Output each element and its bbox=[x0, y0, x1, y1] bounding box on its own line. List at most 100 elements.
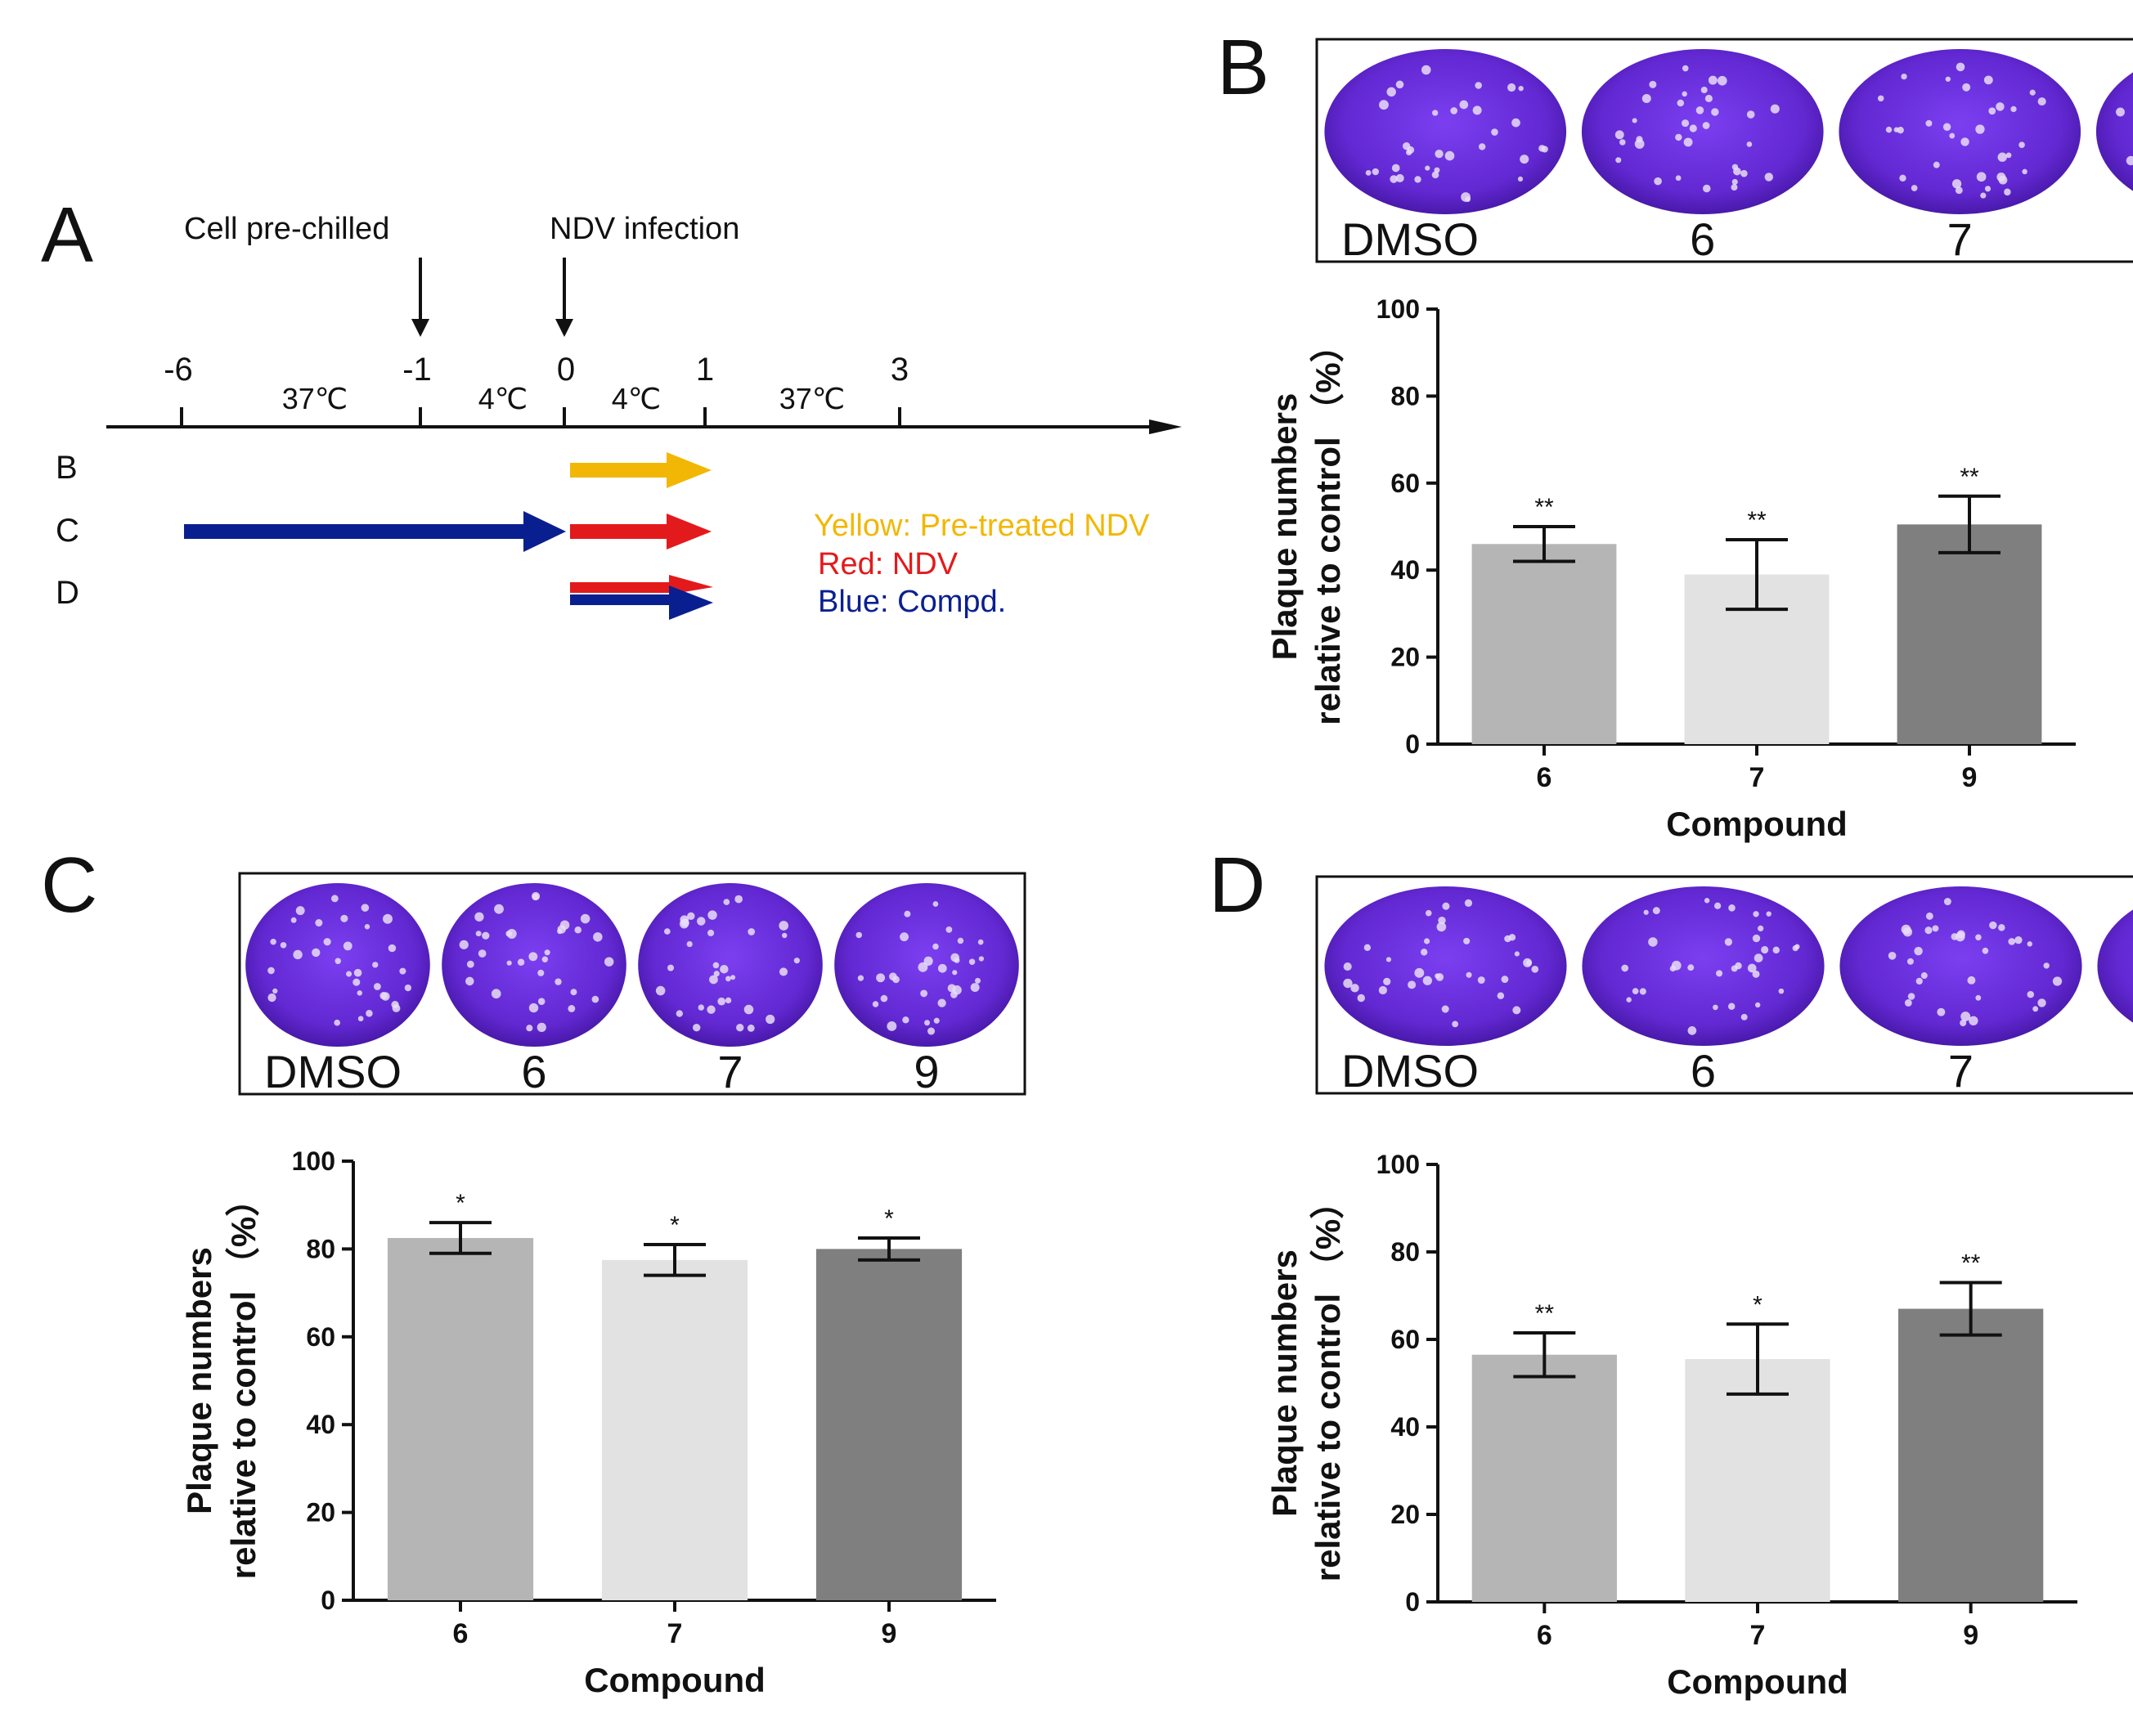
plaque-spot bbox=[293, 949, 303, 960]
plaque-spot bbox=[1383, 977, 1391, 985]
plaque-spot bbox=[1402, 142, 1411, 150]
plaque-spot bbox=[725, 997, 732, 1004]
y-axis-label: relative to control （%） bbox=[1309, 328, 1347, 724]
plaque-spot bbox=[2037, 998, 2046, 1007]
plaque-spot bbox=[730, 975, 736, 980]
plaque-spot bbox=[1689, 124, 1697, 132]
plaque-spot bbox=[978, 956, 985, 962]
plaque-spot bbox=[1379, 100, 1389, 110]
plaque-plate bbox=[245, 883, 430, 1047]
y-tick-label: 0 bbox=[321, 1586, 335, 1615]
plaque-spot bbox=[974, 977, 981, 984]
plaque-spot bbox=[698, 1004, 704, 1011]
bar bbox=[1471, 544, 1617, 744]
plaque-spot bbox=[1459, 100, 1469, 110]
plaque-spot bbox=[1675, 175, 1682, 182]
plaque-spot bbox=[1766, 911, 1772, 917]
plaque-spot bbox=[593, 932, 603, 942]
plaque-plate bbox=[2097, 909, 2133, 1023]
plaque-spot bbox=[381, 992, 390, 1001]
plaque-spot bbox=[544, 949, 550, 956]
plate-label: DMSO bbox=[1341, 1045, 1479, 1097]
plaque-spot bbox=[494, 904, 504, 914]
plaque-spot bbox=[1435, 973, 1440, 979]
plaque-spot bbox=[663, 928, 671, 935]
plaque-spot bbox=[2010, 105, 2017, 113]
plaque-spot bbox=[937, 998, 946, 1007]
plaque-spot bbox=[1614, 130, 1624, 140]
plaque-spot bbox=[1452, 1021, 1459, 1028]
x-axis-label: Compound bbox=[1667, 1662, 1848, 1701]
plaque-spot bbox=[857, 975, 864, 981]
plaque-spot bbox=[676, 1010, 683, 1017]
plaque-plate bbox=[1839, 49, 2081, 214]
plaque-spot bbox=[1385, 957, 1392, 962]
plate-label: 7 bbox=[1948, 1045, 1974, 1097]
bar bbox=[1471, 1354, 1617, 1602]
plate-label: DMSO bbox=[1341, 213, 1479, 265]
y-tick-label: 80 bbox=[1390, 1237, 1420, 1267]
temp-label: 37℃ bbox=[779, 382, 845, 415]
plaque-spot bbox=[267, 993, 276, 1003]
plaque-spot bbox=[1792, 944, 1798, 952]
blue-arrow-head bbox=[523, 511, 566, 552]
plaque-spot bbox=[1435, 149, 1444, 159]
y-axis-label: Plaque numbers bbox=[1265, 1249, 1304, 1517]
temp-label: 4℃ bbox=[478, 382, 528, 415]
time-axis-arrowhead bbox=[1149, 419, 1182, 434]
temp-label: 37℃ bbox=[282, 382, 348, 415]
plaque-spot bbox=[1406, 149, 1412, 156]
plaque-spot bbox=[1652, 907, 1660, 915]
plaque-spot bbox=[267, 967, 275, 975]
plaque-spot bbox=[1675, 133, 1682, 141]
plaque-spot bbox=[1893, 127, 1899, 132]
plaque-spot bbox=[1434, 167, 1440, 173]
plaque-spot bbox=[531, 891, 541, 901]
plaque-spot bbox=[1997, 152, 2007, 162]
plaque-spot bbox=[2032, 1006, 2039, 1012]
significance-label: ** bbox=[1747, 507, 1767, 534]
plaque-spot bbox=[968, 958, 976, 965]
plaque-spot bbox=[1924, 926, 1933, 935]
plaque-spot bbox=[977, 939, 984, 945]
plaque-spot bbox=[1901, 73, 1907, 80]
plaque-spot bbox=[655, 985, 666, 996]
plaque-spot bbox=[1682, 91, 1687, 97]
plate-label: 6 bbox=[1690, 213, 1715, 265]
plaque-spot bbox=[1619, 139, 1626, 146]
plaque-spot bbox=[1475, 82, 1482, 89]
plaque-spot bbox=[1877, 95, 1884, 102]
plaque-spot bbox=[1511, 118, 1520, 128]
plaque-spot bbox=[904, 910, 911, 917]
plaque-spot bbox=[957, 937, 964, 944]
plaque-spot bbox=[1477, 976, 1485, 985]
plaque-spot bbox=[1945, 76, 1951, 82]
plaque-plate bbox=[442, 883, 626, 1047]
significance-label: * bbox=[670, 1212, 680, 1239]
plaque-spot bbox=[1969, 1016, 1978, 1025]
plaque-spot bbox=[709, 975, 718, 985]
x-tick-label: 6 bbox=[1537, 762, 1552, 793]
bar-chart-c: 0 20 40 60 80 100 * 6 * 7 * 9 Compound Plaque numbers… bbox=[180, 1146, 996, 1699]
plaque-spot bbox=[1683, 137, 1693, 147]
plaque-spot bbox=[937, 963, 947, 973]
y-tick-label: 20 bbox=[306, 1498, 335, 1527]
plaque-spot bbox=[945, 926, 953, 933]
plaque-spot bbox=[1420, 949, 1428, 956]
plaque-spot bbox=[1438, 916, 1446, 925]
plaque-spot bbox=[2014, 936, 2023, 944]
time-tick-label: 3 bbox=[891, 352, 909, 388]
legend-red: Red: NDV bbox=[818, 547, 959, 581]
red-arrow-shaft-d bbox=[570, 582, 672, 593]
plaque-spot bbox=[748, 928, 756, 935]
plaque-spot bbox=[1943, 898, 1951, 906]
plaque-spot bbox=[335, 958, 341, 964]
plaque-spot bbox=[1731, 178, 1738, 186]
plaque-spot bbox=[270, 939, 276, 945]
plaque-spot bbox=[1753, 911, 1759, 917]
y-tick-label: 40 bbox=[1390, 555, 1420, 585]
plaque-spot bbox=[1740, 169, 1748, 177]
plaque-spot bbox=[970, 983, 980, 993]
plaque-spot bbox=[1915, 977, 1923, 985]
